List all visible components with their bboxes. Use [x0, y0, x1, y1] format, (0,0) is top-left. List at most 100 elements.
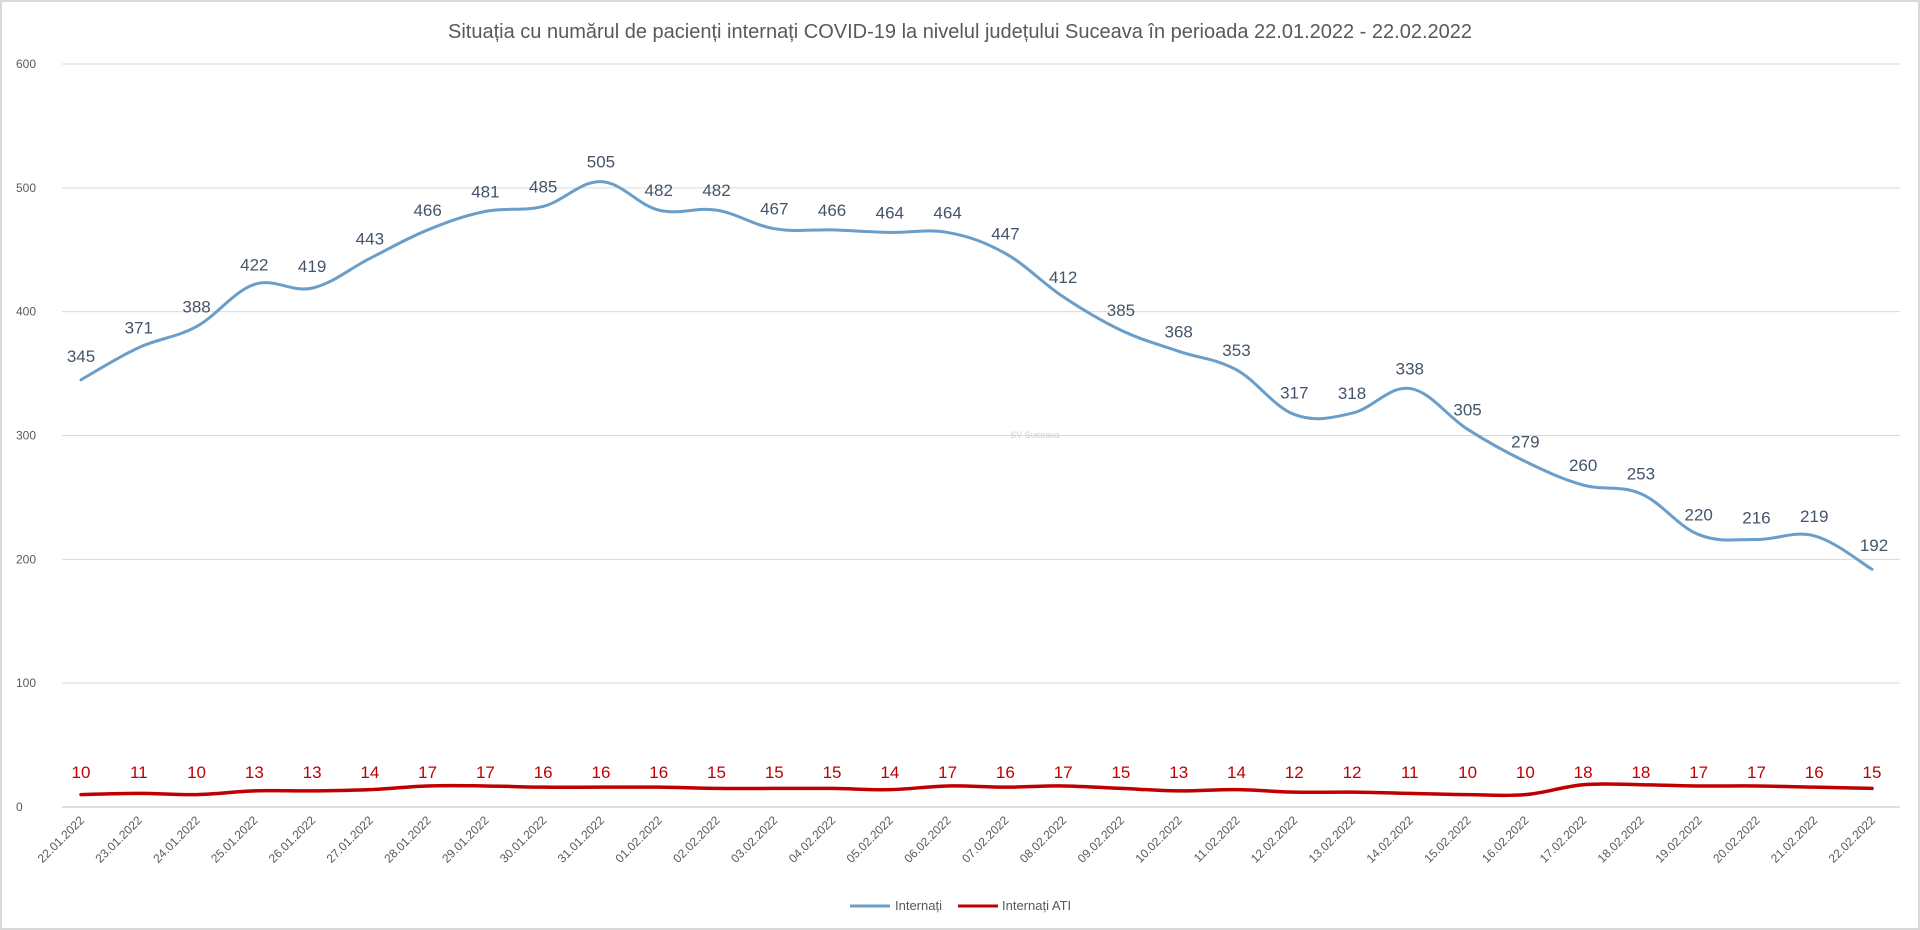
x-tick-label: 11.02.2022: [1191, 813, 1243, 865]
x-tick-label: 24.01.2022: [150, 813, 203, 866]
data-label-internati-ati: 12: [1285, 763, 1304, 782]
legend-label-internati: Internați: [895, 898, 942, 913]
data-label-internati: 216: [1742, 509, 1770, 528]
x-tick-label: 26.01.2022: [266, 813, 319, 866]
x-tick-label: 07.02.2022: [959, 813, 1012, 866]
series-line-internati: [79, 180, 1874, 571]
data-label-internati: 253: [1627, 465, 1655, 484]
data-label-internati-ati: 10: [187, 763, 206, 782]
data-label-internati-ati: 14: [360, 763, 379, 782]
x-tick-label: 05.02.2022: [844, 813, 897, 866]
data-label-internati-ati: 15: [823, 763, 842, 782]
data-label-internati: 338: [1396, 359, 1424, 378]
x-tick-label: 18.02.2022: [1595, 813, 1648, 866]
data-label-internati: 464: [933, 203, 961, 222]
x-tick-label: 22.02.2022: [1826, 813, 1879, 866]
data-label-internati-ati: 17: [476, 763, 495, 782]
y-tick-label: 400: [16, 305, 36, 319]
x-tick-label: 22.01.2022: [35, 813, 88, 866]
data-label-internati: 482: [645, 181, 673, 200]
data-label-internati: 422: [240, 255, 268, 274]
data-label-internati: 317: [1280, 383, 1308, 402]
data-label-internati: 371: [125, 319, 153, 338]
data-label-internati: 192: [1860, 536, 1888, 555]
data-label-internati: 505: [587, 153, 615, 172]
y-tick-label: 500: [16, 181, 36, 195]
data-label-internati: 353: [1222, 341, 1250, 360]
x-tick-label: 19.02.2022: [1652, 813, 1705, 866]
data-label-internati: 464: [876, 203, 904, 222]
data-label-internati-ati: 17: [1747, 763, 1766, 782]
data-label-internati: 481: [471, 182, 499, 201]
grid-lines: [62, 63, 1900, 808]
data-label-internati: 388: [182, 298, 210, 317]
data-label-internati-ati: 18: [1631, 763, 1650, 782]
data-label-internati-ati: 15: [765, 763, 784, 782]
y-tick-label: 300: [16, 429, 36, 443]
legend-label-internati-ati: Internați ATI: [1002, 898, 1071, 913]
data-label-internati-ati: 14: [880, 763, 899, 782]
x-tick-label: 23.01.2022: [93, 813, 146, 866]
data-label-internati: 466: [818, 201, 846, 220]
data-label-internati: 419: [298, 257, 326, 276]
x-tick-label: 17.02.2022: [1537, 813, 1590, 866]
chart-title: Situația cu numărul de pacienți internaț…: [448, 21, 1472, 43]
x-tick-label: 28.01.2022: [381, 813, 434, 866]
data-label-internati: 385: [1107, 301, 1135, 320]
data-label-internati-ati: 13: [303, 763, 322, 782]
data-label-internati: 447: [991, 224, 1019, 243]
data-label-internati-ati: 10: [1516, 763, 1535, 782]
data-label-internati: 318: [1338, 384, 1366, 403]
data-label-internati-ati: 16: [1805, 763, 1824, 782]
x-tick-label: 04.02.2022: [786, 813, 839, 866]
data-label-internati-ati: 16: [996, 763, 1015, 782]
data-label-internati-ati: 15: [1111, 763, 1130, 782]
data-label-internati-ati: 10: [1458, 763, 1477, 782]
data-label-internati-ati: 16: [649, 763, 668, 782]
data-label-internati: 466: [413, 201, 441, 220]
x-tick-label: 01.02.2022: [612, 813, 665, 866]
y-tick-label: 0: [16, 800, 23, 814]
data-label-internati: 220: [1684, 506, 1712, 525]
data-label-internati-ati: 16: [592, 763, 611, 782]
x-tick-label: 21.02.2022: [1768, 813, 1821, 866]
data-label-internati: 482: [702, 181, 730, 200]
data-label-internati-ati: 11: [1401, 763, 1419, 782]
data-label-internati: 485: [529, 177, 557, 196]
data-label-internati-ati: 11: [130, 763, 148, 782]
data-label-internati-ati: 17: [418, 763, 437, 782]
data-label-internati: 345: [67, 347, 95, 366]
data-label-internati: 467: [760, 200, 788, 219]
data-label-internati-ati: 17: [1689, 763, 1708, 782]
x-tick-label: 16.02.2022: [1479, 813, 1532, 866]
x-tick-label: 08.02.2022: [1017, 813, 1070, 866]
data-label-internati-ati: 15: [1863, 763, 1882, 782]
data-label-internati-ati: 12: [1343, 763, 1362, 782]
x-tick-label: 12.02.2022: [1248, 813, 1301, 866]
x-tick-label: 30.01.2022: [497, 813, 550, 866]
data-label-internati-ati: 17: [1054, 763, 1073, 782]
x-tick-label: 15.02.2022: [1421, 813, 1474, 866]
x-tick-label: 27.01.2022: [324, 813, 377, 866]
data-label-internati-ati: 14: [1227, 763, 1246, 782]
watermark: SV Suceava: [1010, 430, 1060, 440]
y-axis-ticks: 0 100 200 300 400 500 600: [16, 57, 36, 814]
data-label-internati: 279: [1511, 433, 1539, 452]
data-label-internati-ati: 10: [72, 763, 91, 782]
x-tick-label: 20.02.2022: [1710, 813, 1763, 866]
x-tick-label: 02.02.2022: [670, 813, 723, 866]
data-label-internati: 443: [356, 229, 384, 248]
data-label-internati-ati: 17: [938, 763, 957, 782]
x-tick-label: 31.01.2022: [555, 813, 608, 866]
data-label-internati-ati: 13: [1169, 763, 1188, 782]
data-label-internati: 305: [1453, 400, 1481, 419]
data-label-internati: 219: [1800, 507, 1828, 526]
x-tick-label: 06.02.2022: [901, 813, 954, 866]
data-labels: 345 371 388 422 419 443 466 481 485 505 482 482 467 4…: [67, 153, 1888, 782]
series-lines: [79, 180, 1874, 798]
y-tick-label: 100: [16, 676, 36, 690]
x-tick-label: 25.01.2022: [208, 813, 261, 866]
x-tick-label: 13.02.2022: [1306, 813, 1359, 866]
